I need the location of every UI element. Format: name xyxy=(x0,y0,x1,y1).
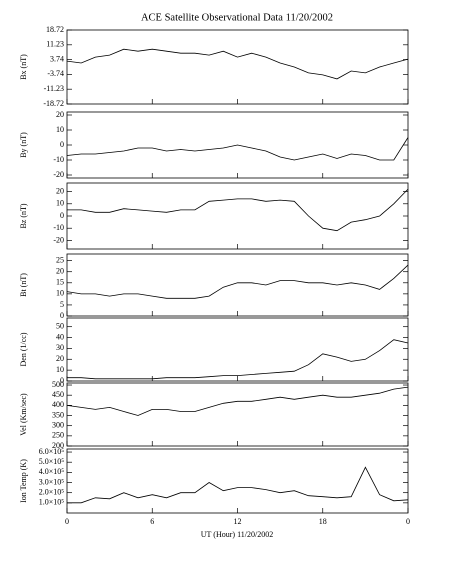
y-tick-label: 25 xyxy=(56,255,64,264)
y-tick-label: 10 xyxy=(56,365,64,374)
y-tick-label: 50 xyxy=(56,322,64,331)
y-tick-label: 250 xyxy=(52,431,64,440)
y-tick-label: 5 xyxy=(60,300,64,309)
y-axis-label: Den (1/cc) xyxy=(19,332,28,366)
y-tick-label: -18.72 xyxy=(43,99,64,108)
y-tick-label: 10 xyxy=(56,289,64,298)
data-line xyxy=(67,188,409,232)
y-tick-label: 450 xyxy=(52,390,64,399)
y-tick-label: 20 xyxy=(56,110,64,119)
data-line xyxy=(66,137,409,161)
x-tick-label: 12 xyxy=(234,517,242,526)
y-axis-label: Ion Temp (K) xyxy=(19,459,28,503)
y-tick-label: 0 xyxy=(60,211,64,220)
y-tick-label: -11.23 xyxy=(44,84,64,93)
y-tick-label: 500 xyxy=(52,380,64,389)
y-tick-label: 3.74 xyxy=(50,54,64,63)
y-tick-label: 350 xyxy=(52,410,64,419)
y-tick-label: 15 xyxy=(56,278,64,287)
y-tick-label: 40 xyxy=(56,332,64,341)
data-line xyxy=(67,339,409,380)
y-tick-label: 0 xyxy=(60,140,64,149)
y-tick-label: -3.74 xyxy=(47,69,64,78)
x-tick-label: 6 xyxy=(150,517,154,526)
y-tick-label: -20 xyxy=(53,235,64,244)
y-tick-label: 300 xyxy=(52,421,64,430)
y-axis-label: Bt (nT) xyxy=(19,273,28,297)
y-tick-label: 4.0×10⁵ xyxy=(39,467,65,476)
y-tick-label: -20 xyxy=(53,170,64,179)
chart-title: ACE Satellite Observational Data 11/20/2… xyxy=(141,12,333,23)
y-tick-label: -10 xyxy=(53,223,64,232)
y-axis-label: Bx (nT) xyxy=(19,54,28,80)
y-tick-label: 18.72 xyxy=(46,25,64,34)
data-line xyxy=(67,466,409,504)
y-tick-label: 0 xyxy=(60,311,64,320)
y-tick-label: 3.0×10⁵ xyxy=(39,477,65,486)
y-tick-label: 11.23 xyxy=(46,40,64,49)
y-axis-label: By (nT) xyxy=(19,132,28,158)
x-tick-label: 0 xyxy=(65,517,69,526)
y-axis-label: Bz (nT) xyxy=(19,203,28,228)
y-tick-label: 20 xyxy=(56,354,64,363)
data-line xyxy=(66,48,409,80)
y-axis-label: Vel (Km/sec) xyxy=(19,393,28,436)
y-tick-label: 400 xyxy=(52,400,64,409)
y-tick-label: 5.0×10⁵ xyxy=(39,457,65,466)
y-tick-label: 10 xyxy=(56,199,64,208)
x-tick-label: 0 xyxy=(406,517,410,526)
y-tick-label: -10 xyxy=(53,155,64,164)
data-line xyxy=(66,264,409,299)
y-tick-label: 20 xyxy=(56,267,64,276)
y-tick-label: 10 xyxy=(56,125,64,134)
y-tick-label: 200 xyxy=(52,441,64,450)
y-tick-label: 2.0×10⁵ xyxy=(39,488,65,497)
x-tick-label: 18 xyxy=(319,517,327,526)
x-axis-label: UT (Hour) 11/20/2002 xyxy=(201,530,273,539)
y-tick-label: 6.0×10⁵ xyxy=(39,447,65,456)
y-tick-label: 30 xyxy=(56,343,64,352)
y-tick-label: 20 xyxy=(56,186,64,195)
y-tick-label: 1.0×10⁵ xyxy=(39,498,65,507)
data-line xyxy=(66,386,409,416)
y-tick-label: 0 xyxy=(60,376,64,385)
